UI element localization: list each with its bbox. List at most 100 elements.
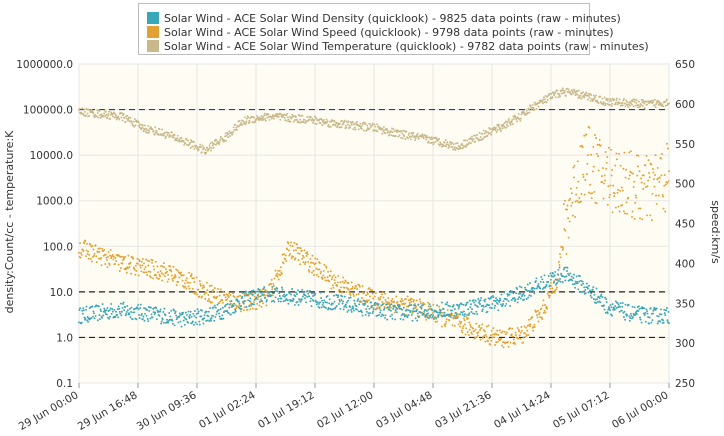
data-point [113, 308, 116, 311]
data-point [203, 314, 206, 317]
data-point [535, 107, 538, 110]
data-point [527, 318, 530, 321]
data-point [139, 123, 142, 126]
data-point [289, 244, 292, 247]
data-point [511, 119, 514, 121]
data-point [253, 303, 255, 306]
data-point [473, 330, 476, 333]
data-point [624, 176, 627, 179]
data-point [614, 304, 617, 307]
data-point [422, 312, 425, 315]
data-point [561, 89, 564, 92]
data-point [548, 296, 551, 299]
data-point [636, 174, 639, 177]
data-point [560, 92, 563, 95]
data-point [344, 303, 347, 306]
data-point [172, 136, 175, 139]
data-point [427, 305, 430, 308]
data-point [571, 214, 574, 217]
data-point [123, 257, 126, 260]
data-point [185, 287, 188, 290]
data-point [264, 296, 267, 299]
data-point [392, 307, 395, 310]
legend-item-temperature[interactable]: Solar Wind - ACE Solar Wind Temperature … [147, 38, 649, 54]
data-point [637, 100, 640, 103]
data-point [344, 124, 347, 127]
data-point [573, 164, 576, 167]
data-point [536, 316, 539, 319]
data-point [489, 343, 492, 346]
data-point [522, 341, 524, 344]
data-point [262, 116, 265, 119]
data-point [212, 146, 215, 149]
data-point [334, 276, 337, 279]
data-point [574, 216, 577, 218]
data-point [213, 287, 216, 290]
legend-item-density[interactable]: Solar Wind - ACE Solar Wind Density (qui… [147, 10, 621, 26]
data-point [258, 300, 261, 303]
data-point [321, 277, 324, 280]
data-point [392, 128, 395, 131]
data-point [640, 98, 643, 101]
data-point [349, 126, 352, 129]
data-point [590, 296, 593, 299]
data-point [293, 119, 296, 122]
data-point [268, 118, 271, 121]
data-point [499, 127, 502, 130]
data-point [573, 176, 575, 179]
data-point [443, 141, 446, 144]
data-point [171, 277, 174, 280]
data-point [100, 264, 103, 267]
data-point [366, 300, 369, 303]
data-point [505, 302, 508, 305]
data-point [488, 304, 491, 307]
data-point [284, 299, 287, 302]
data-point [313, 115, 316, 118]
data-point [379, 311, 382, 314]
data-point [362, 299, 365, 302]
data-point [400, 300, 403, 303]
data-point [119, 267, 122, 270]
data-point [479, 299, 482, 302]
data-point [470, 331, 473, 334]
data-point [390, 134, 393, 137]
data-point [325, 265, 327, 268]
data-point [544, 304, 546, 306]
data-point [575, 282, 578, 285]
data-point [110, 257, 113, 260]
data-point [457, 323, 460, 326]
data-point [145, 314, 148, 317]
data-point [401, 308, 404, 311]
data-point [316, 268, 319, 271]
data-point [168, 312, 171, 314]
data-point [336, 281, 339, 284]
data-point [320, 270, 323, 273]
data-point [228, 306, 231, 309]
data-point [613, 308, 616, 311]
data-point [103, 307, 106, 310]
data-point [513, 300, 516, 303]
data-point [183, 282, 186, 285]
data-point [395, 131, 398, 134]
data-point [603, 102, 605, 105]
data-point [299, 118, 302, 121]
data-point [603, 182, 605, 185]
data-point [642, 174, 645, 177]
data-point [526, 283, 529, 286]
data-point [319, 291, 322, 294]
legend-item-speed[interactable]: Solar Wind - ACE Solar Wind Speed (quick… [147, 24, 613, 40]
data-point [427, 140, 430, 143]
data-point [634, 194, 637, 197]
data-point [546, 307, 549, 310]
data-point [357, 293, 360, 295]
data-point [658, 313, 661, 316]
data-point [501, 127, 504, 130]
data-point [470, 138, 473, 141]
data-point [195, 276, 198, 279]
data-point [422, 303, 425, 306]
data-point [190, 273, 193, 275]
data-point [632, 172, 634, 175]
data-point [234, 308, 237, 311]
data-point [631, 100, 634, 103]
